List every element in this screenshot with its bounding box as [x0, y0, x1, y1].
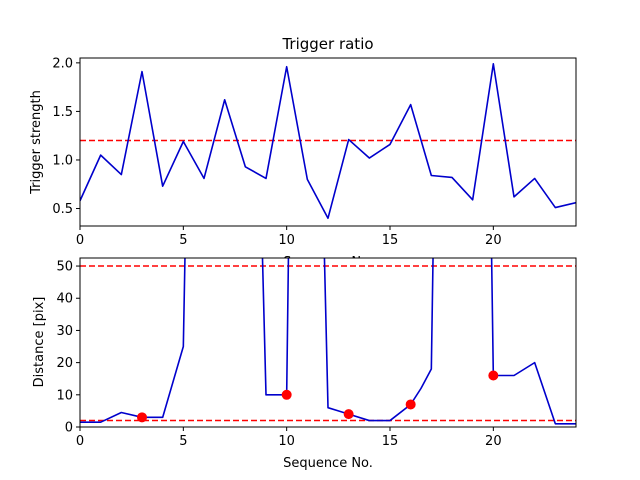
axes-frame: [79, 257, 577, 428]
x-tick-label: 0: [76, 233, 84, 248]
x-tick-label: 0: [76, 434, 84, 449]
y-tick-label: 2.0: [52, 56, 73, 71]
x-tick-label: 15: [382, 233, 399, 248]
x-tick-label: 20: [485, 434, 502, 449]
x-tick-label: 10: [278, 233, 295, 248]
axes-frame: [79, 57, 577, 227]
data-point-marker: [488, 370, 499, 381]
x-tick-label: 15: [382, 434, 399, 449]
y-axis-label: Trigger strength: [29, 90, 44, 195]
data-point-marker: [343, 409, 354, 420]
y-tick-label: 0.5: [52, 202, 73, 217]
x-tick-label: 10: [278, 434, 295, 449]
y-tick-label: 10: [56, 388, 73, 403]
data-point-marker: [137, 412, 147, 423]
plot-title: Trigger ratio: [281, 35, 373, 53]
series-line: [80, 258, 576, 425]
y-tick-label: 30: [56, 324, 73, 339]
y-tick-label: 20: [56, 356, 73, 371]
y-tick-label: 1.5: [52, 105, 73, 120]
y-axis-label: Distance [pix]: [32, 297, 47, 388]
x-tick-label: 20: [485, 233, 502, 248]
data-point-marker: [281, 389, 292, 400]
x-axis-label: Sequence No.: [283, 456, 373, 471]
distance-plot: 0 5 10 15 20 0 10 20 30 40 50 Sequence No. Distan…: [32, 257, 577, 471]
y-tick-label: 50: [56, 260, 73, 275]
data-point-marker: [405, 399, 416, 410]
x-tick-label: 5: [179, 233, 187, 248]
x-tick-label: 5: [179, 434, 187, 449]
y-tick-label: 1.0: [52, 153, 73, 168]
y-tick-label: 40: [56, 292, 73, 307]
y-tick-label: 0: [65, 421, 73, 436]
series-line: [80, 63, 576, 220]
